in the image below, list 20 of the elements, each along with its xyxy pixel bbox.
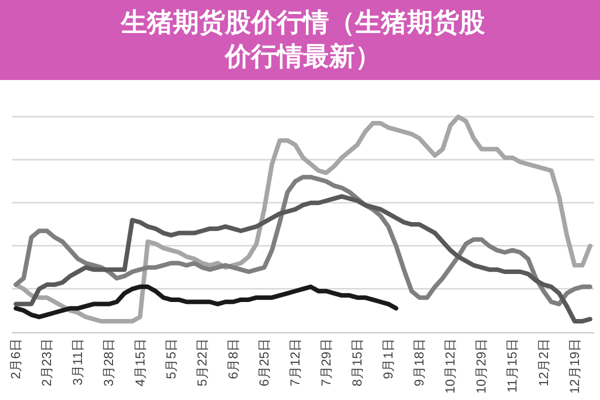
x-tick-label: 2月6日 [8, 338, 24, 380]
x-tick-label: 2月23日 [39, 338, 54, 386]
x-tick-label: 5月22日 [194, 338, 210, 386]
x-tick-label: 3月28日 [101, 338, 116, 386]
x-tick-label: 9月1日 [380, 338, 396, 380]
x-tick-label: 12月2日 [536, 338, 551, 386]
x-tick-label: 12月19日 [566, 338, 582, 394]
x-tick-label: 10月12日 [442, 338, 458, 394]
x-tick-label: 9月18日 [412, 338, 427, 386]
x-tick-label: 6月8日 [225, 338, 240, 380]
x-tick-label: 3月11日 [70, 338, 86, 386]
x-tick-label: 10月29日 [474, 338, 489, 394]
chart-title: 生猪期货股价行情（生猪期货股价行情最新） [120, 7, 486, 71]
x-tick-label: 7月29日 [318, 338, 334, 386]
x-tick-label: 7月12日 [287, 338, 302, 386]
x-tick-label: 11月15日 [504, 338, 520, 393]
x-tick-label: 8月15日 [350, 338, 365, 386]
x-tick-label: 4月15日 [132, 338, 148, 386]
x-tick-label: 5月5日 [163, 338, 178, 380]
x-tick-label: 6月25日 [256, 338, 272, 386]
